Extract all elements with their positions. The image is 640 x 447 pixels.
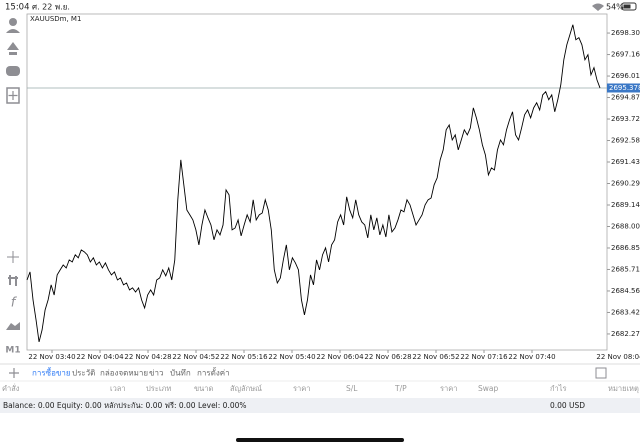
- column-header: ขนาด: [194, 384, 213, 393]
- column-header: S/L: [346, 384, 358, 393]
- y-tick-label: 2697.160: [611, 51, 640, 59]
- account-icon[interactable]: [9, 18, 17, 26]
- y-tick-label: 2684.565: [611, 287, 640, 295]
- tab[interactable]: ประวัติ: [72, 369, 95, 378]
- balance-summary: Balance: 0.00 Equity: 0.00 หลักประกัน: 0…: [3, 401, 247, 410]
- left-toolbar: f M1: [5, 18, 21, 356]
- column-header: ราคา: [293, 384, 310, 393]
- y-tick-label: 2682.275: [611, 330, 640, 338]
- current-price-box: [607, 83, 640, 93]
- x-tick-label: 22 Nov 05:40: [268, 353, 315, 361]
- tab[interactable]: กล่องจดหมาย: [100, 369, 148, 378]
- status-time: 15:04: [5, 3, 30, 13]
- timeframe-button[interactable]: M1: [5, 346, 20, 356]
- column-header: ประเภท: [146, 384, 171, 393]
- y-tick-label: 2693.725: [611, 115, 640, 123]
- y-tick-label: 2691.435: [611, 158, 640, 166]
- x-tick-label: 22 Nov 08:04: [596, 353, 640, 361]
- x-tick-label: 22 Nov 06:28: [364, 353, 411, 361]
- column-header: Swap: [478, 384, 498, 393]
- x-tick-label: 22 Nov 04:52: [172, 353, 219, 361]
- y-tick-label: 2692.580: [611, 137, 640, 145]
- current-price-label: 2695.378: [609, 84, 640, 92]
- balance-bar: [0, 398, 640, 413]
- chart-title: XAUUSDm, M1: [30, 15, 81, 23]
- y-tick-label: 2683.420: [611, 308, 640, 316]
- new-order-plus: [8, 91, 18, 100]
- currency: USD: [569, 401, 585, 410]
- x-tick-label: 22 Nov 05:16: [220, 353, 268, 361]
- column-header: ราคา: [440, 384, 457, 393]
- y-tick-label: 2694.87: [611, 94, 640, 102]
- profit-total: 0.00: [550, 401, 567, 410]
- column-header: เวลา: [110, 384, 126, 393]
- add-button[interactable]: [9, 368, 19, 378]
- y-tick-label: 2688.000: [611, 222, 640, 230]
- battery-level: [623, 4, 631, 9]
- crosshair-icon[interactable]: [7, 251, 19, 263]
- home-indicator: [236, 438, 404, 442]
- x-tick-label: 22 Nov 04:28: [124, 353, 171, 361]
- battery-icon: [621, 2, 637, 11]
- x-tick-label: 22 Nov 07:16: [460, 353, 508, 361]
- column-header: กำไร: [550, 384, 567, 393]
- price-line: [26, 24, 601, 343]
- layout-icon[interactable]: [595, 367, 607, 379]
- y-tick-label: 2690.290: [611, 180, 640, 188]
- tab[interactable]: บันทึก: [170, 369, 191, 378]
- indicator-icon[interactable]: f: [11, 296, 18, 311]
- trade-icon[interactable]: [7, 42, 19, 55]
- column-header: คำสั่ง: [2, 383, 20, 393]
- tab[interactable]: ข่าว: [149, 369, 163, 378]
- x-tick-label: 22 Nov 04:04: [76, 353, 124, 361]
- tab[interactable]: การตั้งค่า: [197, 367, 230, 378]
- new-order-icon[interactable]: [6, 87, 20, 104]
- y-tick-label: 2685.710: [611, 265, 640, 273]
- y-tick-label: 2696.015: [611, 72, 640, 80]
- plot-frame: [26, 13, 608, 351]
- chat-icon[interactable]: [6, 66, 20, 76]
- y-tick-label: 2686.855: [611, 244, 640, 252]
- column-header: สัญลักษณ์: [230, 384, 262, 393]
- x-tick-label: 22 Nov 06:04: [316, 353, 364, 361]
- candles-icon[interactable]: [8, 275, 18, 286]
- battery-text: 54%: [606, 3, 624, 12]
- tab[interactable]: การซื้อขาย: [32, 367, 71, 378]
- y-tick-label: 2689.145: [611, 201, 640, 209]
- wifi-icon: [592, 3, 604, 11]
- objects-icon[interactable]: [6, 322, 20, 330]
- status-date: ศ. 22 พ.ย.: [32, 3, 70, 12]
- x-tick-label: 22 Nov 07:40: [508, 353, 555, 361]
- column-header: หมายเหตุ: [608, 384, 639, 393]
- x-tick-label: 22 Nov 06:52: [412, 353, 459, 361]
- y-tick-label: 2698.305: [611, 29, 640, 37]
- column-header: T/P: [394, 384, 407, 393]
- account-icon-body: [6, 29, 20, 33]
- x-tick-label: 22 Nov 03:40: [28, 353, 75, 361]
